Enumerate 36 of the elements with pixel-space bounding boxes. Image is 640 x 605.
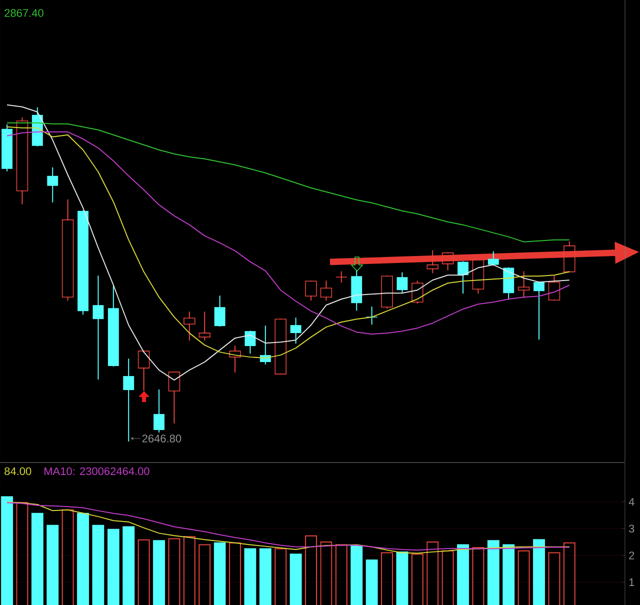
candlestick	[2, 124, 12, 172]
y-tick-label: 2	[629, 552, 634, 560]
y-tick-label: 3	[628, 524, 634, 533]
candlestick	[503, 268, 514, 300]
text: MA10: 230062464.00	[44, 467, 150, 476]
candlestick	[488, 251, 499, 265]
candlestick	[168, 372, 180, 424]
candlestick	[320, 280, 332, 301]
candlestick	[214, 296, 226, 326]
text: 84.00	[4, 467, 32, 476]
candlestick	[92, 276, 104, 380]
text: 2867.40	[4, 9, 44, 17]
candlestick	[396, 272, 408, 293]
candlestick	[366, 306, 378, 325]
annotation: 2646.80	[142, 434, 182, 442]
candlestick	[412, 280, 424, 304]
y-tick-label: 1	[629, 578, 634, 586]
candlestick	[534, 282, 544, 340]
candlestick	[290, 318, 302, 344]
candlestick	[78, 210, 88, 315]
candlestick	[16, 117, 28, 204]
candlestick	[138, 350, 150, 391]
candlestick	[244, 331, 256, 354]
candlestick	[336, 271, 348, 283]
candlestick	[108, 286, 119, 366]
y-tick-label: 4	[628, 498, 634, 506]
candlestick	[198, 312, 210, 341]
candlestick	[184, 312, 196, 341]
candlestick	[458, 262, 468, 294]
candlestick	[62, 199, 74, 301]
candlestick	[381, 276, 393, 309]
candlestick	[229, 346, 241, 373]
candlestick	[305, 280, 317, 301]
candlestick	[518, 271, 530, 298]
candlestick	[154, 390, 164, 433]
candlestick	[47, 167, 58, 202]
